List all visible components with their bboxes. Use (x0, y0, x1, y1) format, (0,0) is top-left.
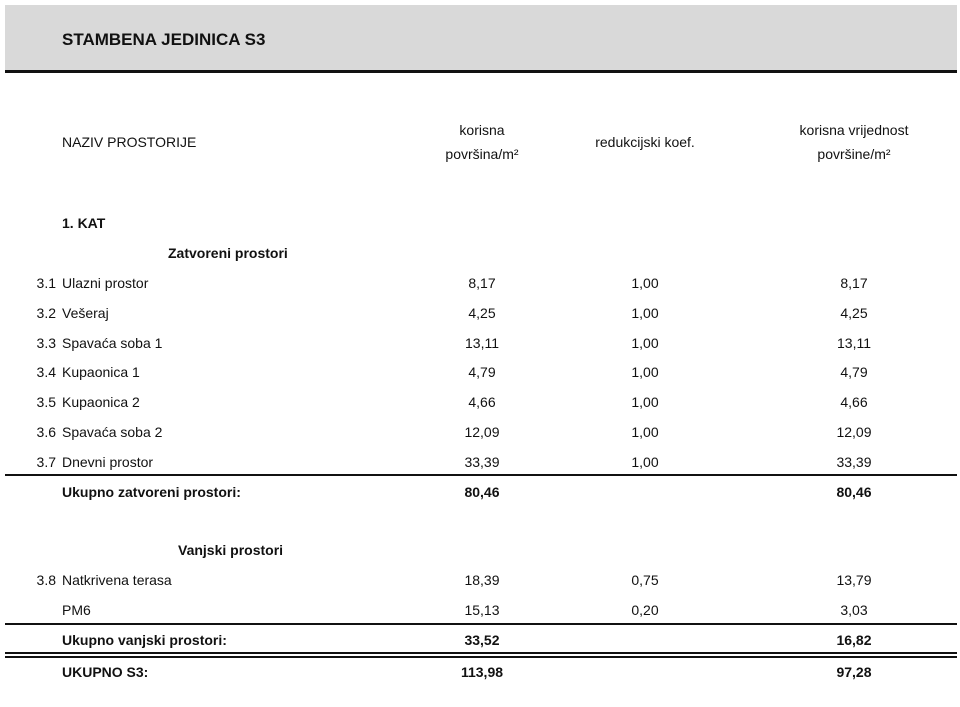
room-name: PM6 (62, 601, 91, 618)
header-value-line1: korisna vrijednost (799, 122, 909, 138)
room-name: Ulazni prostor (62, 275, 149, 291)
room-area: 12,09 (464, 424, 500, 440)
table-row: 3.2 Vešeraj 4,25 1,00 4,25 (0, 302, 960, 324)
section-closed-label: Zatvoreni prostori (168, 245, 288, 261)
total-area: 33,52 (464, 632, 500, 648)
grand-total-value: 97,28 (836, 664, 872, 680)
room-number: 3.2 (36, 304, 56, 321)
table-row: 3.5 Kupaonica 2 4,66 1,00 4,66 (0, 391, 960, 413)
table-row: 3.3 Spavaća soba 1 13,11 1,00 13,11 (0, 332, 960, 354)
room-name: Natkrivena terasa (62, 572, 172, 588)
room-number: 3.8 (36, 572, 56, 588)
reduction-coef: 0,20 (631, 601, 659, 618)
total-label: Ukupno zatvoreni prostori: (62, 484, 241, 500)
table-row: PM6 15,13 0,20 3,03 (0, 599, 960, 621)
header-coef: redukcijski koef. (595, 134, 695, 150)
useful-value: 4,25 (840, 304, 868, 321)
grand-total-area: 113,98 (460, 664, 504, 680)
reduction-coef: 1,00 (631, 364, 659, 381)
useful-value: 33,39 (836, 453, 872, 470)
divider (5, 474, 957, 476)
header-area: korisna površina/m² (422, 118, 542, 166)
room-area: 13,11 (465, 334, 499, 351)
room-area: 4,25 (468, 304, 496, 321)
section-open-label: Vanjski prostori (178, 542, 284, 558)
header-value: korisna vrijednost površine/m² (774, 118, 934, 166)
closed-total-row: Ukupno zatvoreni prostori: 80,46 80,46 (0, 481, 960, 503)
section-closed: Zatvoreni prostori (0, 242, 960, 264)
floor-label: 1. KAT (0, 212, 960, 234)
double-divider-bottom (5, 656, 957, 658)
reduction-coef: 1,00 (631, 453, 659, 470)
room-area: 18,39 (464, 572, 500, 588)
room-number: 3.1 (36, 275, 56, 291)
room-number: 3.7 (36, 453, 56, 470)
room-name: Dnevni prostor (62, 453, 154, 470)
header-name: NAZIV PROSTORIJE (62, 134, 197, 150)
reduction-coef: 1,00 (631, 394, 659, 411)
useful-value: 13,79 (836, 572, 872, 588)
double-divider-top (5, 652, 957, 654)
table-row: 3.1 Ulazni prostor 8,17 1,00 8,17 (0, 272, 960, 294)
room-area: 4,66 (468, 394, 496, 411)
total-value: 16,82 (836, 632, 872, 648)
room-name: Kupaonica 1 (62, 364, 140, 381)
reduction-coef: 1,00 (631, 275, 659, 291)
divider (5, 70, 957, 73)
room-number: 3.6 (36, 424, 56, 440)
reduction-coef: 1,00 (631, 334, 659, 351)
reduction-coef: 1,00 (631, 304, 659, 321)
page-title: STAMBENA JEDINICA S3 (62, 30, 266, 49)
useful-value: 13,11 (837, 334, 871, 351)
useful-value: 4,66 (840, 394, 868, 411)
section-open: Vanjski prostori (0, 539, 960, 561)
reduction-coef: 0,75 (631, 572, 659, 588)
table-row: 3.8 Natkrivena terasa 18,39 0,75 13,79 (0, 569, 960, 591)
open-total-row: Ukupno vanjski prostori: 33,52 16,82 (0, 629, 960, 651)
floor-text: 1. KAT (62, 215, 106, 231)
room-number: 3.3 (36, 334, 56, 351)
room-number: 3.5 (36, 394, 56, 411)
useful-value: 4,79 (840, 364, 868, 381)
room-area: 4,79 (468, 364, 496, 381)
total-area: 80,46 (464, 484, 500, 500)
room-number: 3.4 (36, 364, 56, 381)
room-name: Kupaonica 2 (62, 394, 140, 411)
total-label: Ukupno vanjski prostori: (62, 632, 227, 648)
header-area-line2: površina/m² (445, 146, 519, 162)
total-value: 80,46 (836, 484, 872, 500)
header-value-line2: površine/m² (817, 146, 891, 162)
title-band (5, 5, 957, 71)
table-row: 3.7 Dnevni prostor 33,39 1,00 33,39 (0, 451, 960, 473)
reduction-coef: 1,00 (631, 424, 659, 440)
grand-total-label: UKUPNO S3: (62, 664, 149, 680)
useful-value: 3,03 (840, 601, 868, 618)
room-area: 33,39 (464, 453, 500, 470)
useful-value: 12,09 (836, 424, 872, 440)
room-name: Spavaća soba 2 (62, 424, 163, 440)
room-name: Vešeraj (62, 304, 109, 321)
room-area: 15,13 (464, 601, 500, 618)
table-row: 3.4 Kupaonica 1 4,79 1,00 4,79 (0, 361, 960, 383)
room-area: 8,17 (468, 275, 496, 291)
header-area-line1: korisna (459, 122, 505, 138)
useful-value: 8,17 (840, 275, 868, 291)
divider (5, 623, 957, 625)
table-row: 3.6 Spavaća soba 2 12,09 1,00 12,09 (0, 421, 960, 443)
grand-total-row: UKUPNO S3: 113,98 97,28 (0, 661, 960, 683)
room-name: Spavaća soba 1 (62, 334, 163, 351)
